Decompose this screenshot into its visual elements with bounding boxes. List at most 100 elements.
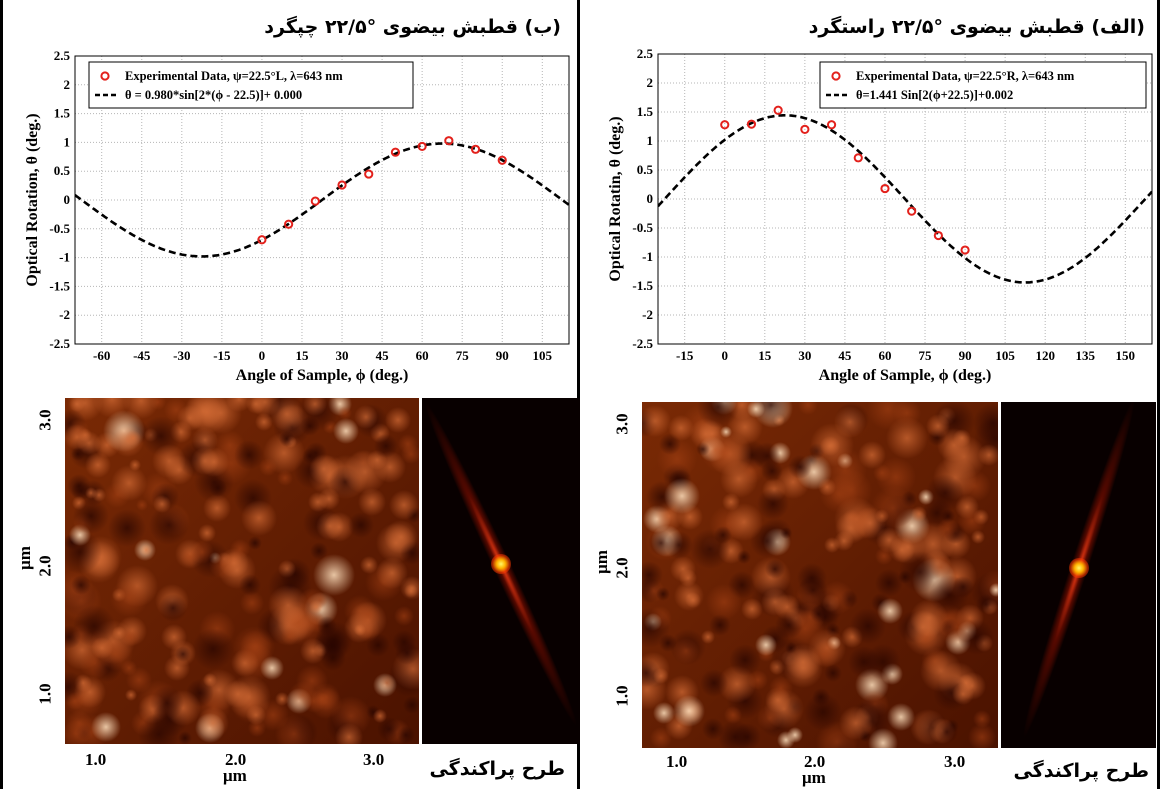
- data-point: [390, 147, 401, 157]
- data-point: [284, 219, 294, 229]
- x-tick-label: 45: [376, 348, 390, 363]
- x-tick-label: 90: [496, 348, 509, 363]
- legend-box: [819, 61, 1147, 109]
- x-tick-label: -15: [676, 348, 694, 363]
- afm-x-unit: μm: [223, 766, 247, 785]
- fit-curve: [658, 114, 1152, 284]
- data-point: [417, 141, 427, 152]
- y-tick-label: 2.5: [637, 46, 654, 61]
- x-tick-label: 45: [838, 348, 852, 363]
- data-point: [933, 230, 943, 241]
- x-tick-label: -45: [133, 348, 151, 363]
- data-point: [497, 155, 507, 165]
- x-axis-label: Angle of Sample, ϕ (deg.): [236, 367, 409, 384]
- x-tick-label: 30: [336, 348, 349, 363]
- x-tick-label: 15: [758, 348, 772, 363]
- panel-title: (الف) قطبش بیضوی °۲۲/۵ راستگرد: [808, 16, 1145, 38]
- data-point: [720, 120, 730, 130]
- afm-y-tick: 1.0: [35, 683, 55, 705]
- x-tick-label: 60: [416, 348, 429, 363]
- y-tick-label: 0: [647, 191, 654, 206]
- x-tick-label: 60: [878, 348, 891, 363]
- chart-left-handed: -60 -45 -30 -15 0 15 30 45 60 75 90 105 -2.5 -2 -1.5 -1…: [24, 48, 570, 384]
- x-tick-label: 75: [456, 348, 470, 363]
- plot-frame: [74, 55, 570, 345]
- data-point: [960, 245, 970, 255]
- x-tick-label: -15: [213, 348, 231, 363]
- x-tick-label: 0: [259, 348, 266, 363]
- x-tick-label: 75: [919, 348, 933, 363]
- plot-frame: [657, 53, 1153, 345]
- afm-x-tick: 3.0: [363, 750, 385, 769]
- data-point: [773, 105, 783, 115]
- x-tick-label: 105: [995, 348, 1015, 363]
- x-tick-label: 30: [798, 348, 811, 363]
- y-axis-label: Optical Rotation, θ (deg.): [24, 113, 41, 286]
- afm-y-tick: 2.0: [35, 555, 55, 577]
- x-tick-label: 105: [533, 348, 553, 363]
- afm-x-unit: μm: [802, 768, 826, 787]
- scattering-caption: طرح پراکندگی: [429, 758, 565, 780]
- legend-marker-points: [100, 71, 110, 81]
- legend-marker-points: [831, 71, 841, 81]
- data-point: [746, 119, 757, 129]
- afm-x-tick: 3.0: [944, 752, 966, 771]
- panel-title: (ب) قطبش بیضوی °۲۲/۵ چپگرد: [264, 16, 561, 38]
- legend-label-points: Experimental Data, ψ=22.5°R, λ=643 nm: [856, 69, 1075, 83]
- x-axis-label: Angle of Sample, ϕ (deg.): [819, 367, 992, 384]
- y-tick-label: -2: [642, 307, 653, 322]
- y-tick-label: 1: [647, 133, 654, 148]
- x-tick-label: 90: [959, 348, 972, 363]
- scattering-pattern-image: [1001, 402, 1156, 748]
- afm-x-tick: 2.0: [804, 752, 826, 771]
- data-point: [853, 153, 863, 163]
- x-tick-label: 15: [295, 348, 309, 363]
- afm-y-tick: 1.0: [612, 685, 632, 707]
- data-point: [310, 196, 320, 206]
- legend-label-fit: θ = 0.980*sin[2*(ϕ - 22.5)]+ 0.000: [125, 88, 302, 102]
- y-tick-label: -0.5: [632, 220, 653, 235]
- y-tick-label: -0.5: [49, 221, 70, 236]
- afm-x-tick: 1.0: [85, 750, 107, 769]
- y-tick-label: -1.5: [632, 278, 653, 293]
- afm-y-tick: 2.0: [612, 557, 632, 579]
- y-tick-label: -2.5: [632, 336, 653, 351]
- panel-left-handed: (ب) قطبش بیضوی °۲۲/۵ چپگرد -60 -45 -30 -15 0…: [0, 0, 580, 789]
- y-tick-label: 1: [64, 134, 71, 149]
- y-tick-label: -1.5: [49, 278, 70, 293]
- legend-label-fit: θ=1.441 Sin[2(ϕ+22.5)]+0.002: [856, 88, 1013, 102]
- scattering-caption: طرح پراکندگی: [1013, 760, 1149, 782]
- x-tick-label: 0: [722, 348, 729, 363]
- data-point: [907, 206, 917, 216]
- y-tick-label: 2: [647, 75, 654, 90]
- y-tick-label: 1.5: [637, 104, 654, 119]
- afm-y-unit: μm: [591, 550, 611, 574]
- afm-x-tick: 2.0: [225, 750, 247, 769]
- data-point: [364, 169, 374, 179]
- legend-box: [88, 61, 414, 109]
- y-tick-label: -2.5: [49, 336, 70, 351]
- data-point: [470, 144, 481, 154]
- afm-x-tick: 1.0: [666, 752, 688, 771]
- data-point: [337, 180, 347, 190]
- legend-label-points: Experimental Data, ψ=22.5°L, λ=643 nm: [125, 69, 343, 83]
- data-point: [880, 183, 890, 194]
- y-axis-label: Optical Rotatin, θ (deg.): [607, 116, 624, 281]
- y-tick-label: 0.5: [54, 163, 71, 178]
- panel-right-handed: (الف) قطبش بیضوی °۲۲/۵ راستگرد -15 0 15 30 4…: [580, 0, 1160, 789]
- y-tick-label: 0: [64, 192, 71, 207]
- data-point: [826, 120, 837, 130]
- x-tick-label: -60: [93, 348, 110, 363]
- afm-y-tick: 3.0: [35, 409, 55, 431]
- afm-y-tick: 3.0: [612, 413, 632, 435]
- scattering-center: [491, 554, 511, 575]
- y-tick-label: 0.5: [637, 162, 654, 177]
- chart-right-handed: -15 0 15 30 45 60 75 90 105 120 135 150-2.5-2-1.5-1…: [607, 46, 1153, 384]
- y-tick-label: 2: [64, 77, 71, 92]
- afm-image: [65, 398, 419, 744]
- afm-image: [642, 402, 998, 748]
- fit-curve: [75, 142, 569, 258]
- data-point: [800, 124, 810, 135]
- x-tick-label: 135: [1075, 348, 1095, 363]
- y-tick-label: 1.5: [54, 106, 71, 121]
